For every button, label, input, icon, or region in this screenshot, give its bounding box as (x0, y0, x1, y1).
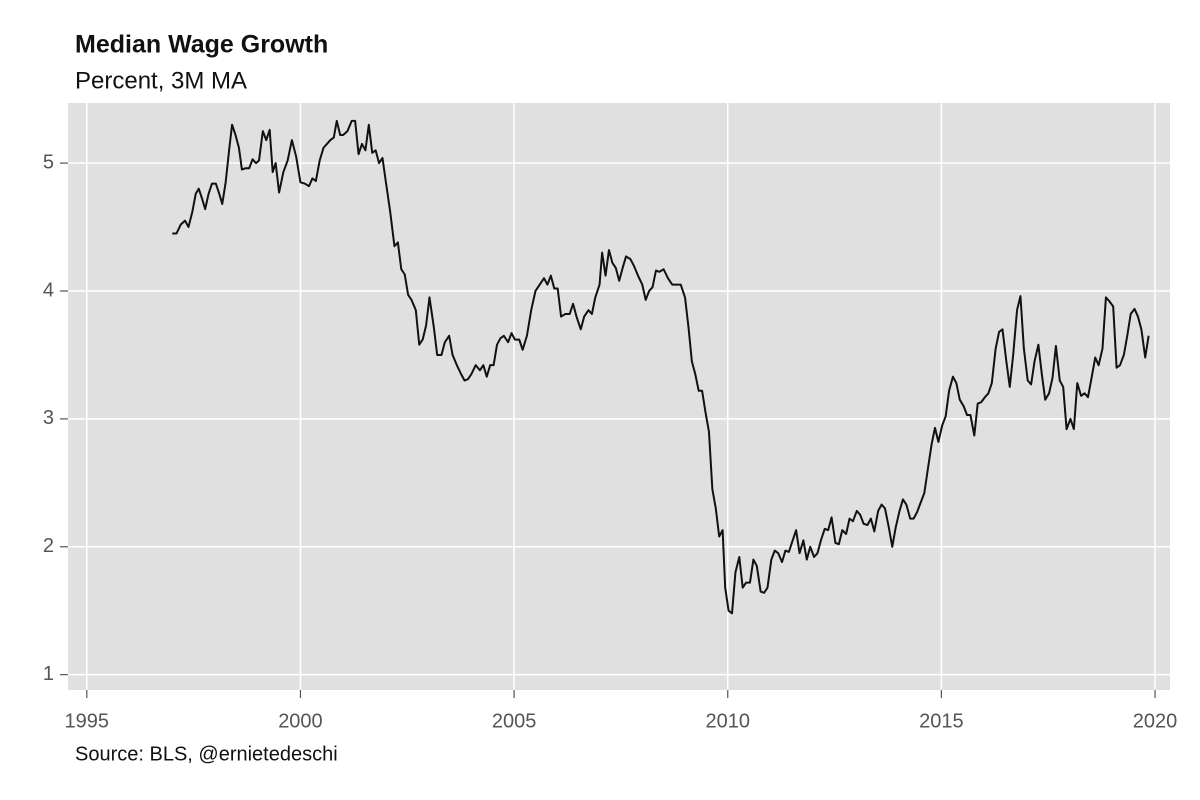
y-tick-label: 2 (43, 535, 54, 557)
x-tick-label: 2005 (492, 710, 537, 732)
x-tick-label: 2010 (705, 710, 750, 732)
y-tick-label: 5 (43, 151, 54, 173)
chart-title: Median Wage Growth (75, 31, 328, 59)
source-note: Source: BLS, @ernietedeschi (75, 743, 338, 765)
y-tick-label: 3 (43, 407, 54, 429)
chart-subtitle: Percent, 3M MA (75, 67, 247, 94)
x-tick-label: 1995 (65, 710, 110, 732)
data-line (172, 119, 1150, 615)
x-tick-label: 2020 (1133, 710, 1178, 732)
plot-area (68, 103, 1170, 690)
y-tick-label: 1 (43, 663, 54, 685)
y-tick-label: 4 (43, 279, 54, 301)
x-tick-label: 2015 (919, 710, 964, 732)
x-tick-label: 2000 (278, 710, 323, 732)
